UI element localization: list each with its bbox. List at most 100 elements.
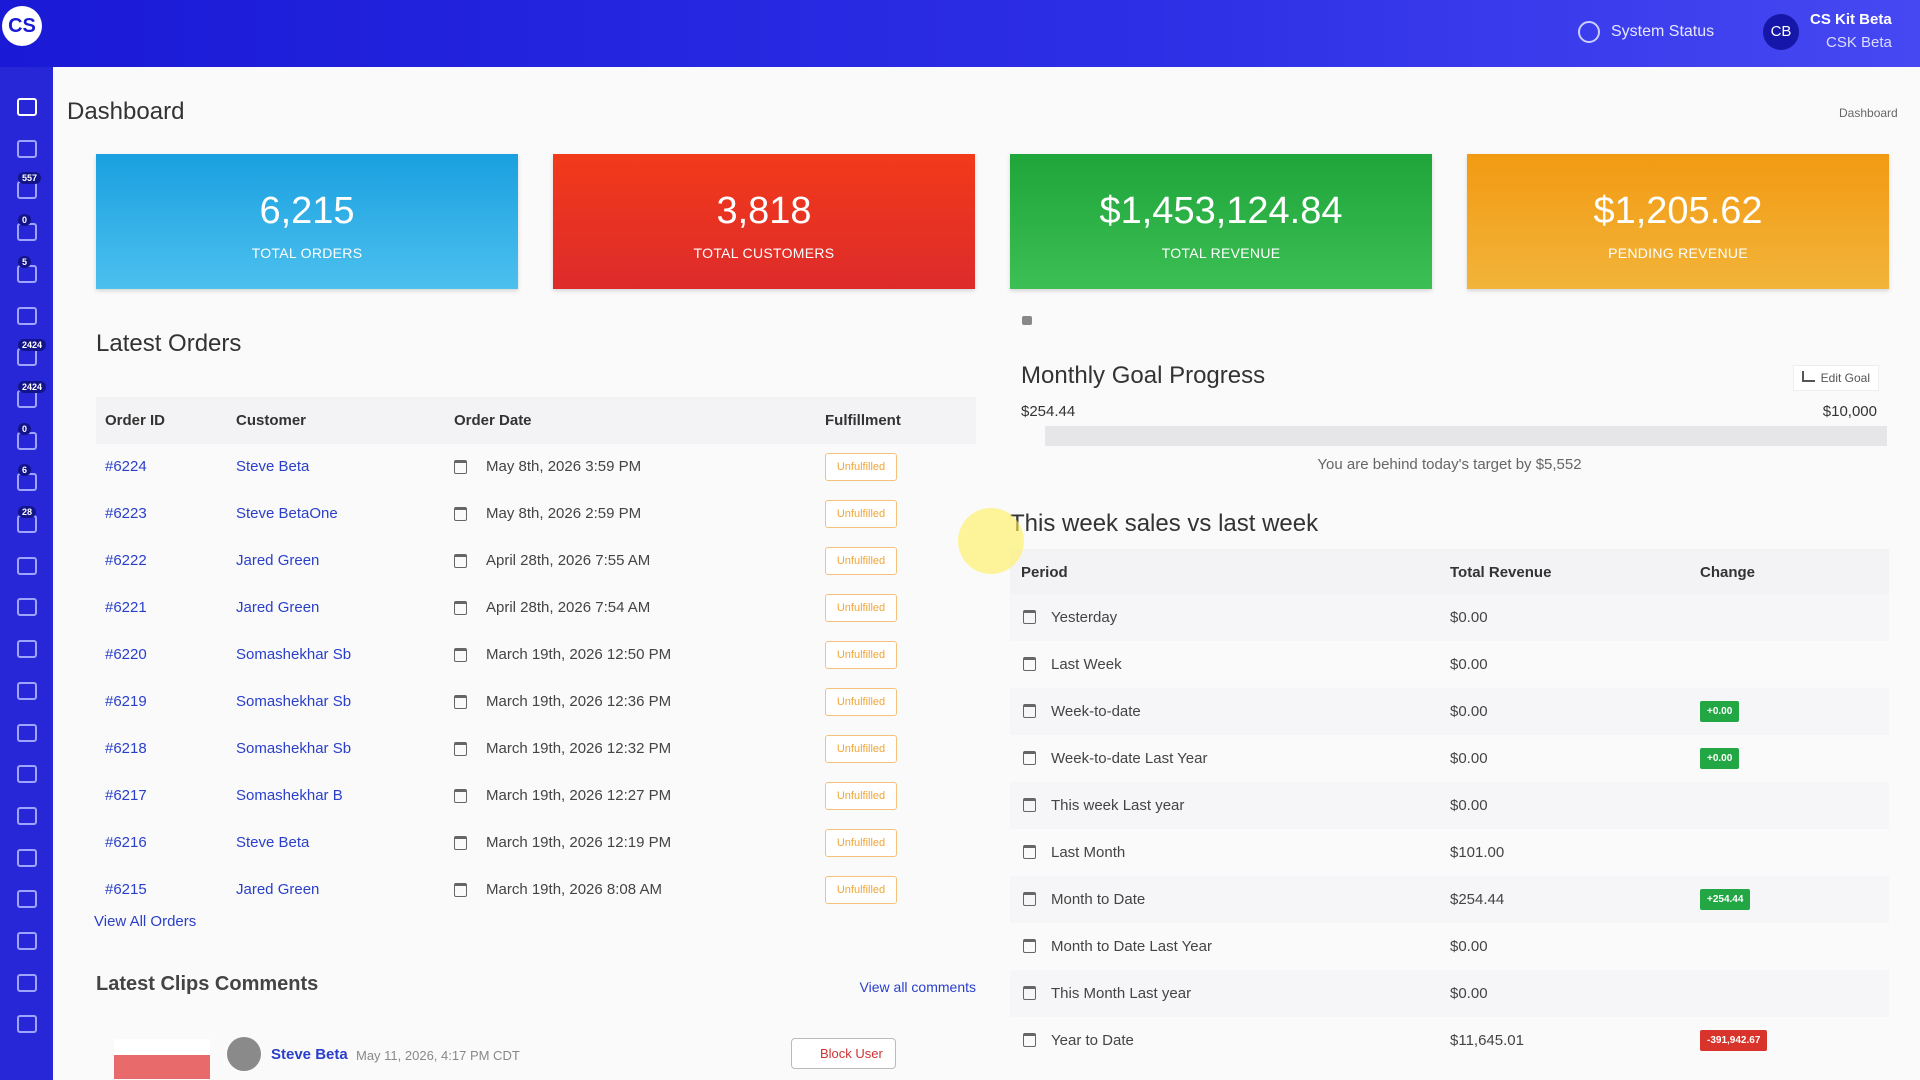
latest-orders: Latest Orders Order ID Customer Order Date… xyxy=(96,330,976,930)
nav-icon[interactable] xyxy=(17,848,37,867)
order-id[interactable]: #6218 xyxy=(105,740,147,757)
customer[interactable]: Jared Green xyxy=(236,552,320,569)
view-all-orders[interactable]: View All Orders xyxy=(94,913,197,930)
sales-row: This week Last year $0.00 xyxy=(1010,782,1889,829)
fulfillment-badge: Unfulfilled xyxy=(825,782,897,810)
calendar-icon xyxy=(1023,845,1036,859)
weekly-sales: This week sales vs last week Period Total… xyxy=(1010,510,1889,1080)
nav-icon[interactable] xyxy=(17,139,37,158)
order-id[interactable]: #6220 xyxy=(105,646,147,663)
avatar[interactable]: CB xyxy=(1763,14,1799,50)
nav-badge: 0 xyxy=(18,422,32,435)
order-id[interactable]: #6217 xyxy=(105,787,147,804)
block-user[interactable]: Block User xyxy=(791,1038,896,1069)
calendar-icon xyxy=(454,695,467,709)
nav-home[interactable] xyxy=(17,98,37,116)
stat-label: PENDING REVENUE xyxy=(1608,245,1748,261)
customer[interactable]: Jared Green xyxy=(236,881,320,898)
sales-row: Last Week $0.00 xyxy=(1010,641,1889,688)
section-title: Latest Orders xyxy=(96,330,242,357)
calendar-icon xyxy=(454,883,467,897)
period: Last Week xyxy=(1051,656,1122,673)
clip-thumbnail xyxy=(114,1039,210,1079)
nav-icon[interactable] xyxy=(17,932,37,950)
sales-row: This Month Last year $0.00 xyxy=(1010,970,1889,1017)
calendar-icon xyxy=(454,789,467,803)
goal-current: $254.44 xyxy=(1021,403,1076,420)
nav-icon[interactable] xyxy=(17,640,37,659)
revenue: $0.00 xyxy=(1450,797,1488,814)
sales-row: Last Month $101.00 xyxy=(1010,829,1889,876)
nav-icon[interactable] xyxy=(17,223,37,242)
order-row: #6221 Jared Green April 28th, 2026 7:54 AM… xyxy=(96,584,976,631)
revenue: $0.00 xyxy=(1450,609,1488,626)
calendar-icon xyxy=(454,507,467,521)
nav-icon[interactable] xyxy=(17,890,37,909)
order-id[interactable]: #6215 xyxy=(105,881,147,898)
order-date: March 19th, 2026 8:08 AM xyxy=(486,881,662,898)
order-id[interactable]: #6221 xyxy=(105,599,147,616)
stat-label[interactable]: TOTAL REVENUE xyxy=(1161,245,1281,261)
calendar-icon xyxy=(1023,1033,1036,1047)
stat-label: TOTAL ORDERS xyxy=(251,245,363,261)
nav-icon[interactable] xyxy=(17,1015,37,1034)
sidebar: 557 0 5 2424 2424 0 6 28 xyxy=(0,67,53,1080)
nav-icon[interactable] xyxy=(17,723,37,742)
view-all-comments[interactable]: View all comments xyxy=(859,979,976,995)
customer[interactable]: Somashekhar Sb xyxy=(236,693,352,710)
order-date: May 8th, 2026 3:59 PM xyxy=(486,458,642,475)
nav-icon[interactable] xyxy=(17,556,37,575)
sales-row: Month to Date Last Year $0.00 xyxy=(1010,923,1889,970)
nav-icon[interactable] xyxy=(17,806,37,825)
order-row: #6217 Somashekhar B March 19th, 2026 12:27… xyxy=(96,772,976,819)
section-title: This week sales vs last week xyxy=(1010,510,1319,537)
user-name[interactable]: CS Kit Beta xyxy=(1810,11,1892,28)
nav-icon[interactable] xyxy=(17,681,37,700)
table-header: Period Total Revenue Change xyxy=(1010,549,1889,596)
customer[interactable]: Jared Green xyxy=(236,599,320,616)
order-id[interactable]: #6222 xyxy=(105,552,147,569)
stat-value: 6,215 xyxy=(259,190,355,232)
nav-badge: 2424 xyxy=(18,380,47,393)
revenue: $0.00 xyxy=(1450,938,1488,955)
customer[interactable]: Steve Beta xyxy=(236,458,310,475)
top-bar: CS System Status CB CS Kit Beta CSK Beta xyxy=(0,0,1920,67)
customer[interactable]: Steve Beta xyxy=(236,834,310,851)
order-date: March 19th, 2026 12:32 PM xyxy=(486,740,672,757)
order-row: #6218 Somashekhar Sb March 19th, 2026 12:3… xyxy=(96,725,976,772)
customer[interactable]: Somashekhar B xyxy=(236,787,343,804)
nav-icon[interactable] xyxy=(17,473,37,492)
period: Week-to-date Last Year xyxy=(1051,750,1208,767)
goal-bar xyxy=(1045,426,1887,446)
fulfillment-badge: Unfulfilled xyxy=(825,688,897,716)
system-status[interactable]: System Status xyxy=(1611,23,1715,40)
nav-icon[interactable] xyxy=(17,598,37,617)
revenue: $101.00 xyxy=(1450,844,1505,861)
column-header: Period xyxy=(1021,564,1068,581)
customer[interactable]: Somashekhar Sb xyxy=(236,740,352,757)
section-title: Latest Clips Comments xyxy=(96,973,319,995)
order-id[interactable]: #6223 xyxy=(105,505,147,522)
nav-icon[interactable] xyxy=(17,306,37,325)
chart-icon xyxy=(1801,371,1815,382)
goal-target: $10,000 xyxy=(1822,403,1877,420)
order-id[interactable]: #6219 xyxy=(105,693,147,710)
customer[interactable]: Steve BetaOne xyxy=(236,505,338,522)
calendar-icon xyxy=(454,554,467,568)
order-row: #6215 Jared Green March 19th, 2026 8:08 AM… xyxy=(96,866,976,913)
period: Last Month xyxy=(1051,844,1126,861)
customer[interactable]: Somashekhar Sb xyxy=(236,646,352,663)
breadcrumb[interactable]: Dashboard xyxy=(1839,106,1898,120)
nav-icon[interactable] xyxy=(17,765,37,784)
order-id[interactable]: #6224 xyxy=(105,458,147,475)
comment-author[interactable]: Steve Beta xyxy=(271,1046,348,1063)
order-id[interactable]: #6216 xyxy=(105,834,147,851)
nav-icon[interactable] xyxy=(17,181,37,200)
latest-comments: Latest Clips Comments View all comments … xyxy=(96,973,976,1080)
sales-row: Week-to-date $0.00 +0.00 xyxy=(1010,688,1889,735)
logo[interactable]: CS xyxy=(2,6,42,46)
edit-goal[interactable]: Edit Goal xyxy=(1792,365,1879,391)
nav-icon[interactable] xyxy=(17,973,37,992)
change-badge: +0.00 xyxy=(1700,748,1740,769)
revenue: $0.00 xyxy=(1450,750,1488,767)
